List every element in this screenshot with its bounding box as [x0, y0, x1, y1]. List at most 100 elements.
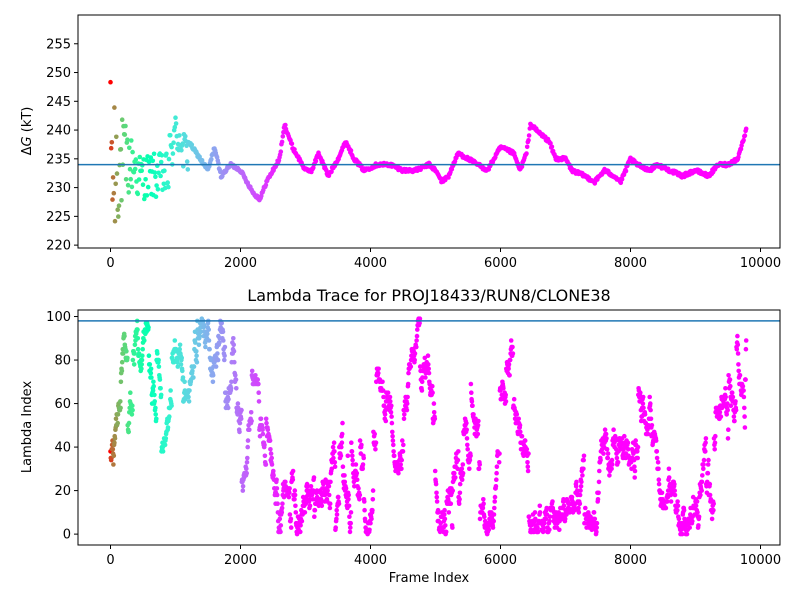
lambda-point: [347, 514, 352, 519]
lambda-point: [151, 379, 156, 385]
lambda-point: [482, 514, 487, 519]
lambda-point: [271, 473, 276, 478]
lambda-point: [742, 425, 748, 430]
lambda-point: [215, 357, 221, 363]
lambda-point: [547, 518, 552, 524]
lambda-point: [602, 427, 608, 433]
lambda-point: [258, 416, 264, 422]
lambda-point: [332, 464, 338, 470]
delta-g-point: [524, 151, 529, 156]
delta-g-point: [279, 139, 285, 145]
lambda-point: [139, 357, 145, 363]
lambda-point: [131, 362, 137, 367]
delta-g-point: [313, 158, 319, 164]
lambda-point: [190, 368, 195, 374]
lambda-point: [290, 477, 296, 483]
lambda-point: [235, 405, 241, 411]
delta-g-y-tick-label: 250: [46, 66, 71, 81]
delta-g-point: [150, 158, 156, 164]
delta-g-point: [111, 190, 117, 196]
delta-g-point: [136, 177, 142, 182]
lambda-point: [569, 494, 575, 500]
lambda-point: [607, 473, 612, 478]
lambda-point: [399, 466, 404, 472]
lambda-frame: [77, 309, 781, 546]
lambda-point: [262, 453, 268, 459]
lambda-point: [336, 501, 342, 507]
delta-g-x-ticks: 0 2000 4000 6000 8000 10000: [106, 248, 781, 271]
lambda-point: [501, 386, 506, 391]
lambda-point: [481, 501, 486, 507]
delta-g-point: [110, 175, 116, 180]
lambda-point: [353, 462, 359, 467]
lambda-point: [177, 346, 182, 352]
lambda-point: [339, 440, 345, 446]
lambda-point: [240, 488, 246, 493]
lambda-point: [442, 512, 447, 517]
lambda-point: [510, 344, 515, 350]
lambda-point: [245, 438, 251, 443]
lambda-point: [233, 373, 238, 378]
lambda-point: [717, 410, 723, 415]
lambda-point: [464, 427, 470, 433]
lambda-point: [467, 457, 473, 463]
lambda-point: [492, 494, 498, 500]
lambda-point: [404, 407, 410, 413]
lambda-point: [271, 468, 276, 474]
lambda-point: [434, 490, 439, 496]
lambda-point: [240, 484, 246, 489]
lambda-point: [153, 405, 158, 411]
lambda-point: [609, 457, 615, 463]
lambda-point: [294, 531, 300, 537]
lambda-point: [388, 399, 393, 404]
lambda-point: [142, 338, 147, 343]
lambda-point: [115, 420, 120, 426]
lambda-point: [703, 436, 709, 441]
delta-g-y-tick-label: 230: [46, 181, 71, 196]
lambda-point: [632, 468, 638, 474]
lambda-point: [357, 438, 363, 443]
lambda-y-ticks: 0 20 40 60 80 100: [46, 310, 78, 543]
lambda-point: [583, 505, 588, 511]
lambda-point: [547, 527, 552, 533]
delta-g-point: [129, 138, 134, 143]
lambda-point: [338, 453, 344, 459]
lambda-point: [362, 499, 367, 504]
lambda-point: [659, 490, 665, 496]
lambda-point: [130, 357, 136, 363]
delta-g-point: [108, 79, 113, 85]
delta-g-point: [168, 133, 173, 138]
lambda-point: [126, 429, 131, 435]
delta-g-x-tick-label: 6000: [484, 256, 517, 271]
lambda-point: [330, 444, 336, 450]
lambda-point: [681, 507, 687, 513]
lambda-point: [712, 447, 717, 452]
lambda-point: [525, 464, 531, 470]
lambda-point: [372, 431, 378, 437]
lambda-point: [319, 499, 324, 504]
lambda-point: [298, 529, 303, 535]
lambda-point: [430, 383, 435, 389]
lambda-point: [468, 381, 474, 387]
delta-g-point: [127, 145, 132, 151]
lambda-point: [265, 427, 271, 433]
lambda-point: [443, 529, 449, 535]
lambda-point: [115, 412, 121, 417]
lambda-point: [725, 407, 730, 413]
lambda-point: [467, 466, 472, 472]
lambda-x-ticks: 0 2000 4000 6000 8000 10000: [106, 545, 781, 568]
lambda-point: [654, 455, 660, 461]
lambda-point: [469, 390, 474, 396]
lambda-point: [180, 368, 185, 374]
lambda-point: [124, 349, 129, 354]
lambda-point: [391, 453, 397, 459]
lambda-point: [382, 412, 388, 417]
lambda-point: [426, 370, 432, 376]
lambda-point: [456, 449, 461, 454]
lambda-point: [292, 488, 298, 493]
lambda-point: [426, 366, 432, 372]
delta-g-point: [519, 164, 525, 169]
lambda-point: [581, 466, 586, 472]
lambda-point: [724, 412, 729, 417]
lambda-point: [308, 484, 314, 489]
